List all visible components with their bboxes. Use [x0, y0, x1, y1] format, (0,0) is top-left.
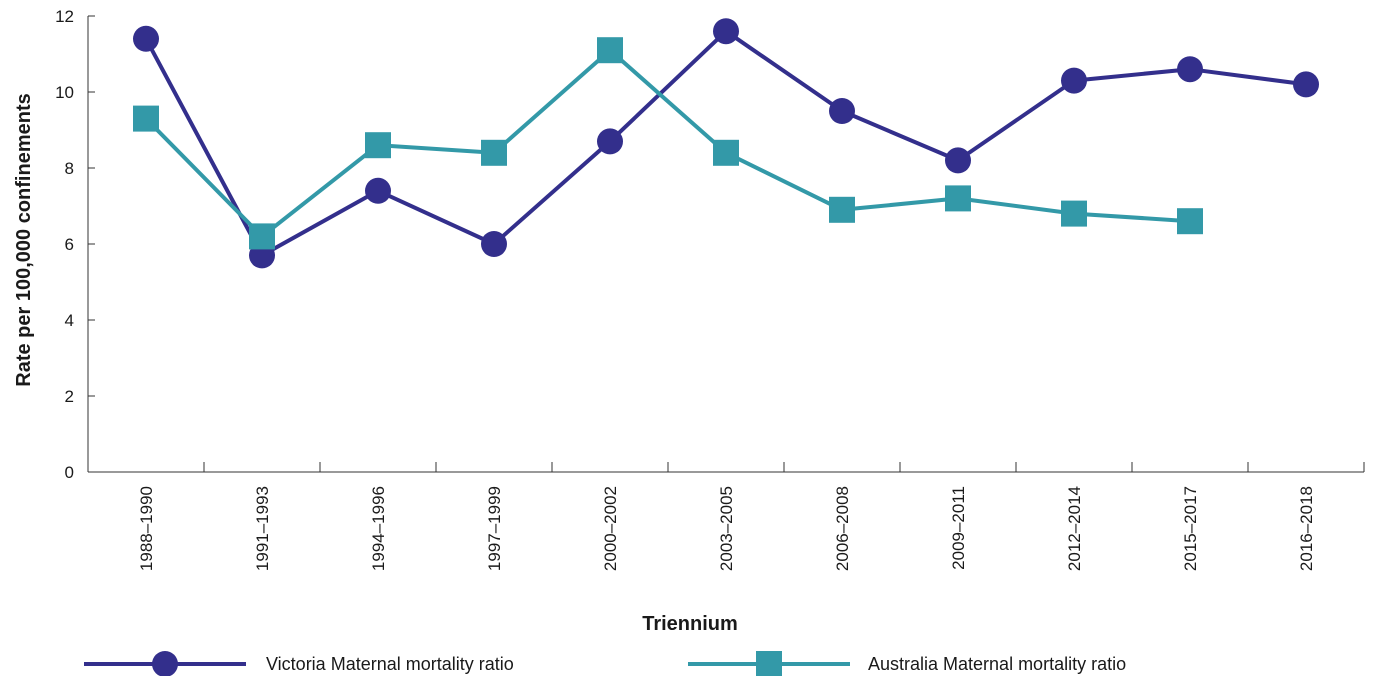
- x-tick-label: 2006–2008: [833, 486, 852, 571]
- data-point-square: [365, 132, 391, 159]
- legend-label: Victoria Maternal mortality ratio: [266, 654, 514, 674]
- legend-marker-circle: [152, 651, 178, 677]
- series-layer: [133, 18, 1319, 269]
- data-point-circle: [1177, 56, 1203, 83]
- data-point-circle: [713, 18, 739, 45]
- series-line: [144, 48, 1191, 239]
- data-point-square: [481, 139, 507, 166]
- legend-item: Australia Maternal mortality ratio: [688, 651, 1126, 677]
- data-point-square: [713, 139, 739, 166]
- x-tick-label: 2016–2018: [1297, 486, 1316, 571]
- y-tick-label: 6: [65, 235, 74, 254]
- axes: 0 2 4 6 8 10 12 1988–1990 1991–1993 1994–1996 1997…: [55, 7, 1365, 571]
- y-tick-label: 10: [55, 83, 74, 102]
- data-point-circle: [1061, 67, 1087, 94]
- y-tick-label: 2: [65, 387, 74, 406]
- data-point-circle: [365, 177, 391, 204]
- data-point-square: [597, 37, 623, 64]
- data-point-circle: [829, 98, 855, 124]
- data-point-circle: [481, 231, 507, 257]
- x-tick-label: 2000–2002: [601, 486, 620, 571]
- data-point-square: [829, 196, 855, 223]
- y-tick-label: 8: [65, 159, 74, 178]
- legend-label: Australia Maternal mortality ratio: [868, 654, 1126, 674]
- x-tick-label: 1988–1990: [137, 486, 156, 571]
- legend-marker-square: [756, 651, 782, 677]
- data-point-square: [1061, 200, 1087, 227]
- x-tick-label: 2009–2011: [949, 486, 968, 570]
- y-tick-label: 0: [65, 463, 74, 482]
- data-point-square: [1177, 208, 1203, 235]
- y-tick-label: 12: [55, 7, 74, 26]
- x-tick-label: 1997–1999: [485, 486, 504, 571]
- y-tick-label: 4: [65, 311, 74, 330]
- data-point-circle: [597, 128, 623, 155]
- x-tick-label: 2012–2014: [1065, 486, 1084, 571]
- x-tick-label: 2015–2017: [1181, 486, 1200, 571]
- data-point-circle: [945, 147, 971, 174]
- data-point-square: [945, 185, 971, 212]
- series-australia: [133, 37, 1203, 250]
- legend: Victoria Maternal mortality ratio Austral…: [84, 651, 1126, 677]
- data-point-square: [249, 223, 275, 250]
- data-point-square: [133, 105, 159, 132]
- x-tick-label: 2003–2005: [717, 486, 736, 571]
- legend-item: Victoria Maternal mortality ratio: [84, 651, 514, 677]
- y-axis-title: Rate per 100,000 confinements: [13, 93, 35, 386]
- data-point-circle: [133, 25, 159, 52]
- data-point-circle: [1293, 71, 1319, 98]
- x-tick-label: 1994–1996: [369, 486, 388, 571]
- x-axis-title: Triennium: [642, 613, 738, 635]
- x-tick-label: 1991–1993: [253, 486, 272, 571]
